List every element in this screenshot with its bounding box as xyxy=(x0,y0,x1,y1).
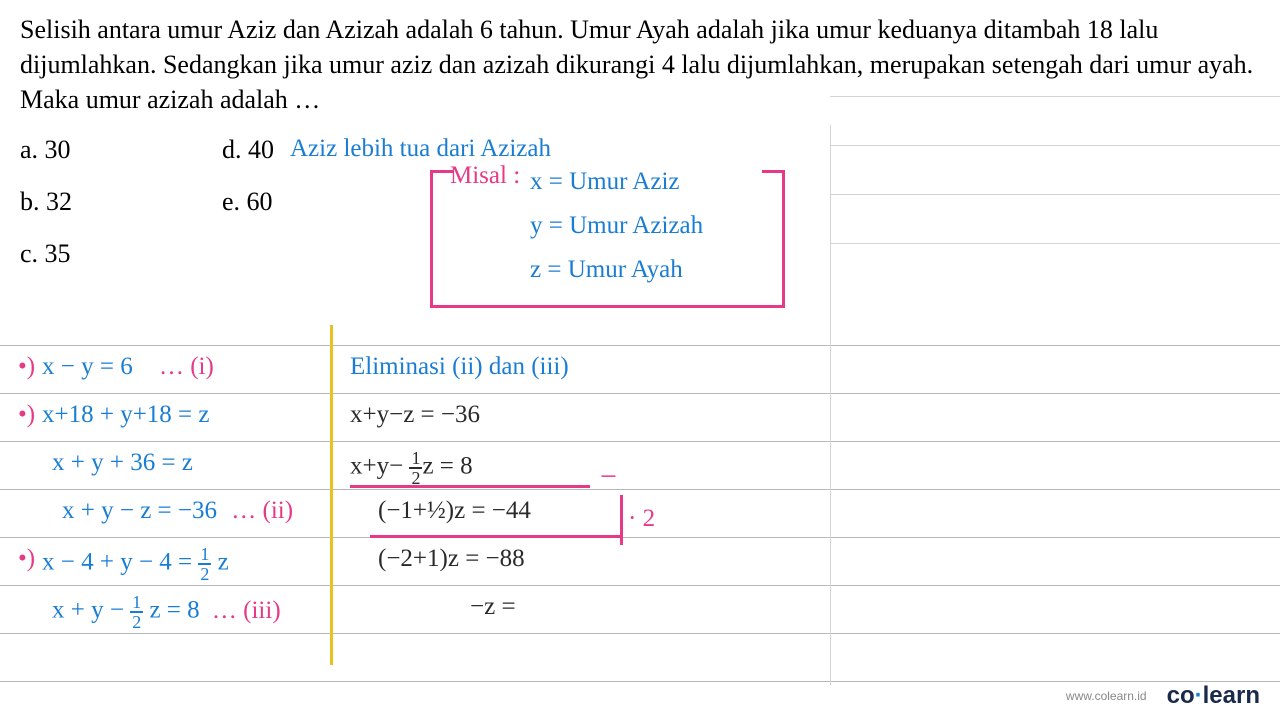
option-d: d. 40 xyxy=(222,135,274,165)
work-area: •) x − y = 6 … (i) •) x+18 + y+18 = z x … xyxy=(0,325,1280,720)
option-b: b. 32 xyxy=(20,187,72,217)
eq2: x+18 + y+18 = z xyxy=(42,401,210,429)
option-c: c. 35 xyxy=(20,239,72,269)
paper-rule-top xyxy=(830,96,1280,292)
eq6: x + y − 12 z = 8 … (iii) xyxy=(52,593,281,631)
mult-2: · 2 xyxy=(628,505,655,533)
elim-underline-2 xyxy=(370,535,620,538)
elim-minus: − xyxy=(600,460,617,494)
divider-right xyxy=(830,125,831,685)
bullet-3: •) xyxy=(18,545,35,573)
note-aziz-older: Aziz lebih tua dari Azizah xyxy=(290,135,551,163)
elim-r5: −z = xyxy=(470,593,516,621)
elim-underline xyxy=(350,485,590,488)
elim-r3: (−1+½)z = −44 xyxy=(378,497,531,525)
eq3: x + y + 36 = z xyxy=(52,449,193,477)
eq4: x + y − z = −36 … (ii) xyxy=(62,497,293,525)
misal-z: z = Umur Ayah xyxy=(530,256,683,284)
footer: www.colearn.id co·learn xyxy=(1066,682,1260,710)
bracket-mult xyxy=(620,495,623,545)
elim-r2: x+y− 12z = 8 xyxy=(350,449,473,487)
footer-logo: co·learn xyxy=(1167,682,1260,710)
divider-yellow xyxy=(330,325,333,665)
eq5: x − 4 + y − 4 = 12 z xyxy=(42,545,229,583)
elim-r4: (−2+1)z = −88 xyxy=(378,545,525,573)
option-e: e. 60 xyxy=(222,187,274,217)
misal-y: y = Umur Azizah xyxy=(530,212,703,240)
misal-label: Misal : xyxy=(450,162,520,190)
eq1: x − y = 6 … (i) xyxy=(42,353,214,381)
option-a: a. 30 xyxy=(20,135,72,165)
misal-x: x = Umur Aziz xyxy=(530,168,680,196)
elim-title: Eliminasi (ii) dan (iii) xyxy=(350,353,569,381)
bullet-1: •) xyxy=(18,353,35,381)
elim-r1: x+y−z = −36 xyxy=(350,401,480,429)
footer-url: www.colearn.id xyxy=(1066,689,1147,703)
bullet-2: •) xyxy=(18,401,35,429)
